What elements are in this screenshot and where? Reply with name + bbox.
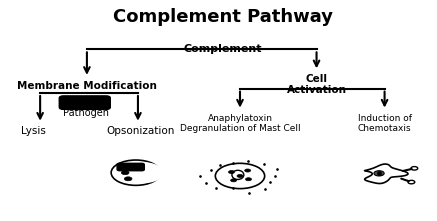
Circle shape bbox=[125, 177, 132, 181]
Text: Anaphylatoxin
Degranulation of Mast Cell: Anaphylatoxin Degranulation of Mast Cell bbox=[180, 114, 300, 133]
Circle shape bbox=[374, 171, 384, 176]
Text: Complement: Complement bbox=[184, 44, 262, 54]
Text: Lysis: Lysis bbox=[21, 126, 46, 136]
Circle shape bbox=[121, 171, 129, 175]
Text: Cell
Activation: Cell Activation bbox=[287, 74, 347, 95]
Circle shape bbox=[245, 169, 251, 172]
FancyBboxPatch shape bbox=[59, 96, 110, 109]
Circle shape bbox=[229, 171, 235, 173]
Circle shape bbox=[408, 180, 415, 184]
Circle shape bbox=[411, 167, 418, 170]
FancyBboxPatch shape bbox=[117, 163, 144, 171]
Text: Induction of
Chemotaxis: Induction of Chemotaxis bbox=[357, 114, 412, 133]
Text: Complement Pathway: Complement Pathway bbox=[113, 8, 333, 26]
Text: Membrane Modification: Membrane Modification bbox=[17, 82, 157, 91]
Polygon shape bbox=[364, 164, 408, 183]
Circle shape bbox=[119, 165, 127, 169]
Circle shape bbox=[125, 163, 163, 183]
Text: Opsonization: Opsonization bbox=[106, 126, 174, 136]
Circle shape bbox=[246, 178, 251, 181]
Text: Pathogen: Pathogen bbox=[63, 108, 109, 118]
Circle shape bbox=[237, 174, 243, 177]
Circle shape bbox=[231, 179, 236, 182]
